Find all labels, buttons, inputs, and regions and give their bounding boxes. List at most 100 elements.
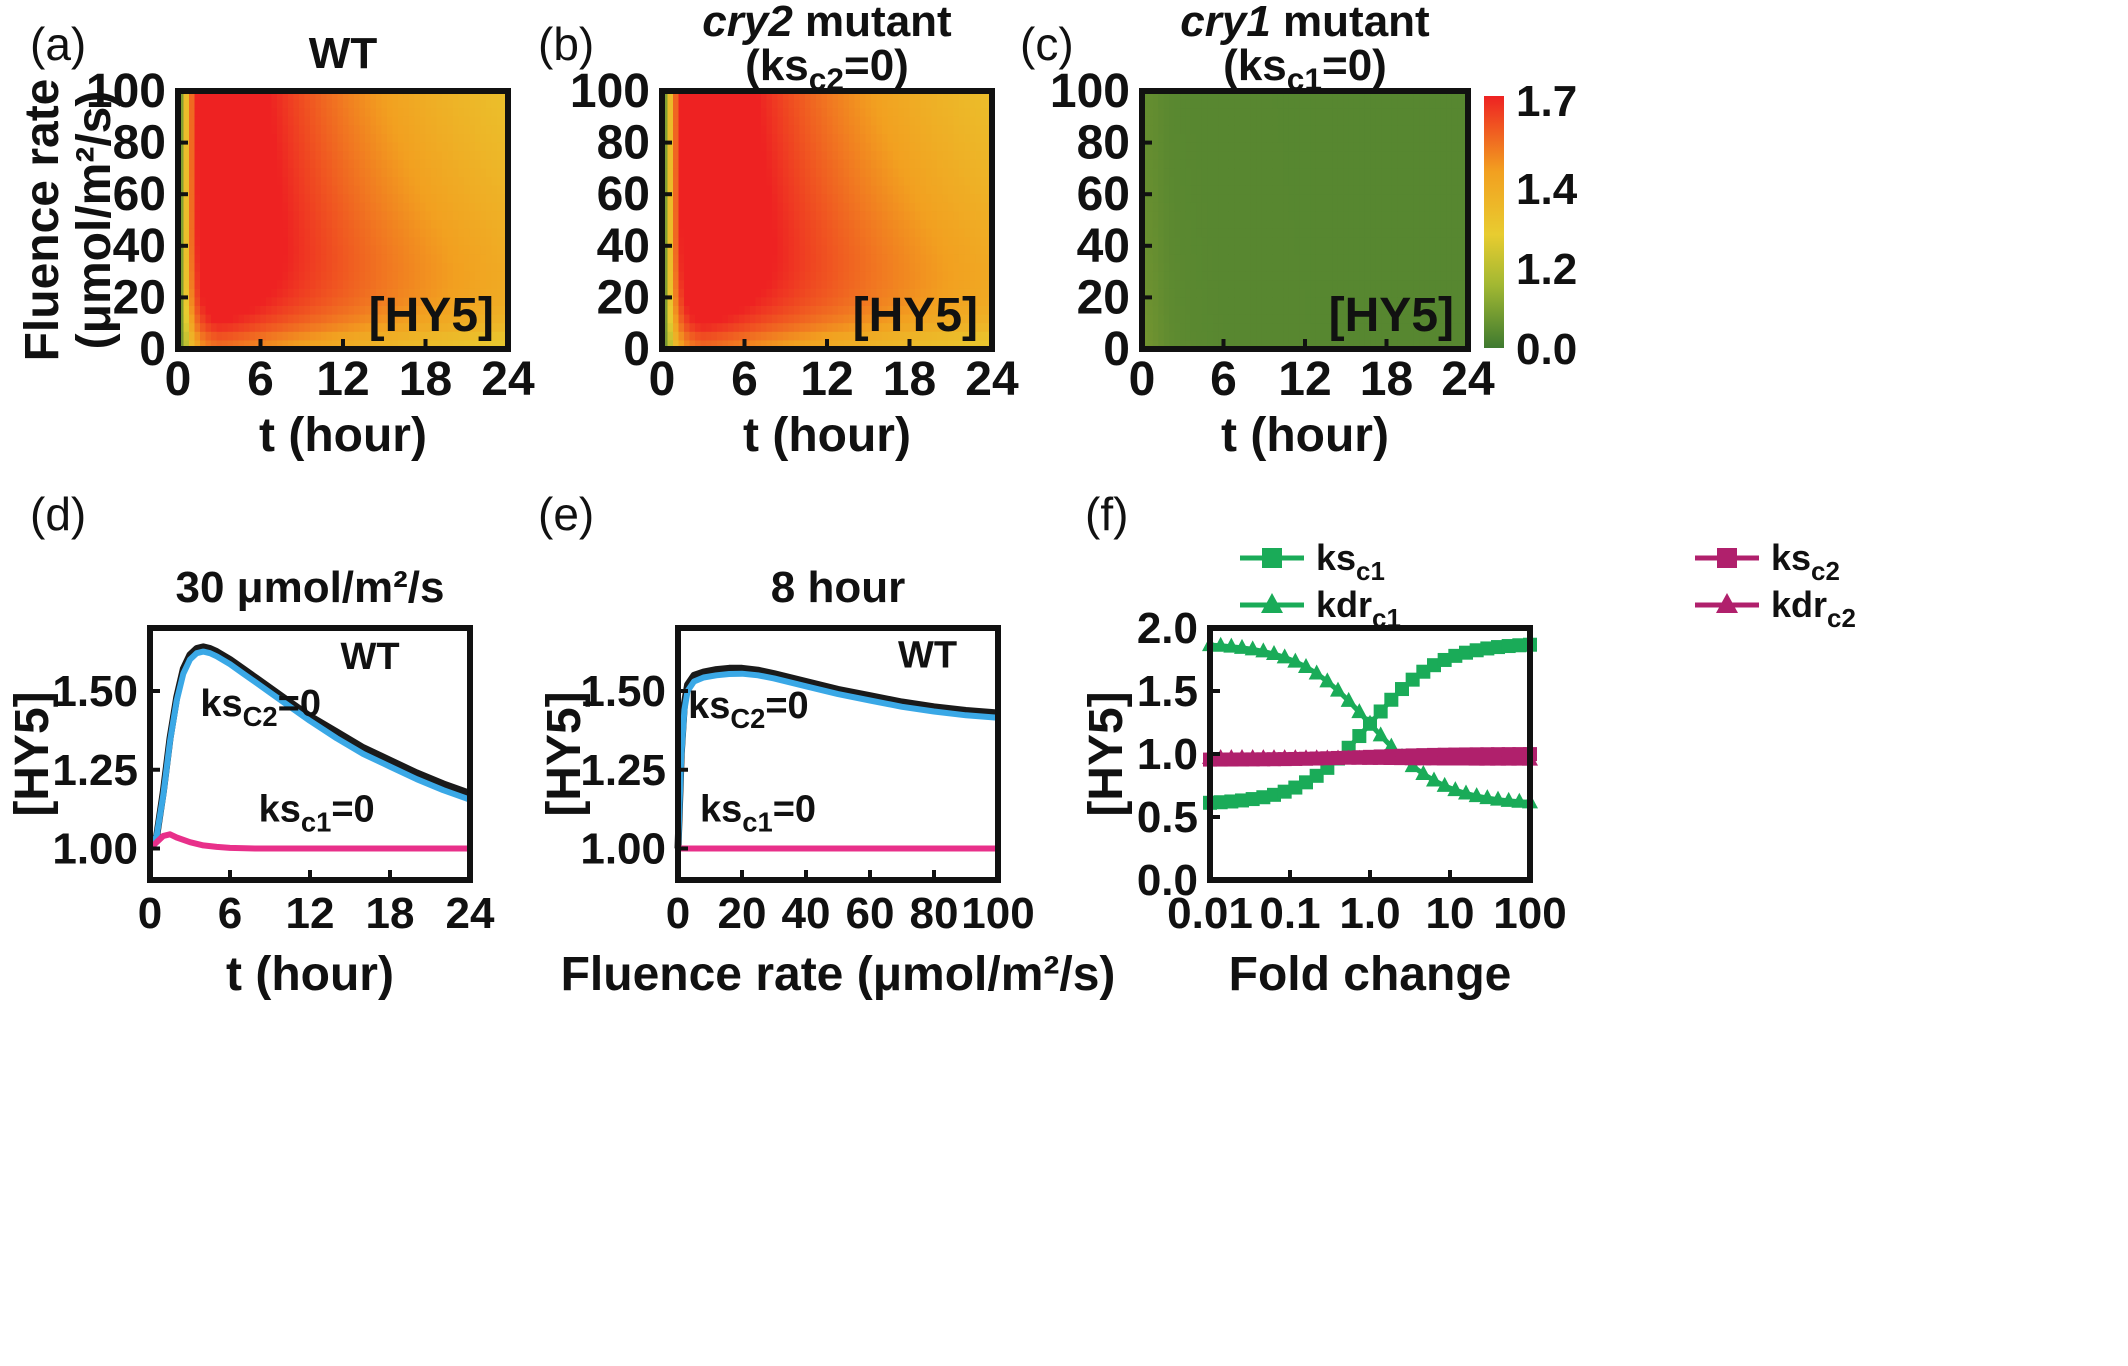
heatmap-cell — [920, 323, 927, 333]
heatmap-cell — [343, 297, 350, 307]
heatmap-cell — [491, 237, 498, 247]
heatmap-cell — [403, 108, 410, 118]
heatmap-cell — [1201, 116, 1208, 126]
heatmap-cell — [733, 237, 740, 247]
heatmap-cell — [854, 220, 861, 230]
heatmap-cell — [788, 314, 795, 324]
heatmap-cell — [233, 177, 240, 187]
heatmap-cell — [959, 116, 966, 126]
heatmap-cell — [882, 314, 889, 324]
heatmap-cell — [783, 340, 790, 350]
heatmap-cell — [1185, 237, 1192, 247]
heatmap-cell — [233, 323, 240, 333]
heatmap-cell — [491, 306, 498, 316]
heatmap-cell — [381, 91, 388, 101]
heatmap-cell — [832, 220, 839, 230]
heatmap-cell — [255, 116, 262, 126]
heatmap-cell — [832, 237, 839, 247]
heatmap-cell — [1207, 168, 1214, 178]
heatmap-cell — [1250, 271, 1257, 281]
heatmap-cell — [266, 237, 273, 247]
heatmap-cell — [805, 288, 812, 298]
heatmap-cell — [970, 271, 977, 281]
heatmap-cell — [354, 134, 361, 144]
heatmap-cell — [964, 297, 971, 307]
heatmap-cell — [238, 177, 245, 187]
heatmap-cell — [882, 91, 889, 101]
heatmap-cell — [205, 142, 212, 152]
heatmap-cell — [304, 202, 311, 212]
heatmap-cell — [1381, 237, 1388, 247]
heatmap-cell — [975, 254, 982, 264]
heatmap-cell — [678, 194, 685, 204]
heatmap-cell — [321, 142, 328, 152]
heatmap-cell — [1310, 314, 1317, 324]
heatmap-cell — [431, 297, 438, 307]
heatmap-cell — [1239, 194, 1246, 204]
heatmap-cell — [354, 237, 361, 247]
heatmap-cell — [1326, 220, 1333, 230]
heatmap-cell — [970, 220, 977, 230]
heatmap-cell — [1190, 202, 1197, 212]
heatmap-cell — [970, 108, 977, 118]
heatmap-cell — [249, 220, 256, 230]
heatmap-cell — [805, 159, 812, 169]
heatmap-cell — [392, 263, 399, 273]
heatmap-cell — [266, 228, 273, 238]
heatmap-cell — [1321, 280, 1328, 290]
heatmap-cell — [1256, 168, 1263, 178]
heatmap-cell — [1239, 151, 1246, 161]
heatmap-cell — [827, 116, 834, 126]
heatmap-cell — [1185, 220, 1192, 230]
heatmap-cell — [1196, 288, 1203, 298]
heatmap-cell — [860, 211, 867, 221]
heatmap-cell — [233, 288, 240, 298]
heatmap-cell — [321, 159, 328, 169]
heatmap-cell — [893, 185, 900, 195]
heatmap-cell — [876, 245, 883, 255]
heatmap-cell — [222, 185, 229, 195]
heatmap-cell — [799, 185, 806, 195]
heatmap-cell — [178, 211, 185, 221]
heatmap-cell — [838, 331, 845, 341]
heatmap-cell — [392, 323, 399, 333]
heatmap-cell — [304, 151, 311, 161]
heatmap-cell — [337, 177, 344, 187]
heatmap-cell — [354, 194, 361, 204]
heatmap-cell — [299, 177, 306, 187]
heatmap-cell — [794, 297, 801, 307]
heatmap-cell — [288, 306, 295, 316]
heatmap-cell — [282, 280, 289, 290]
heatmap-cell — [299, 254, 306, 264]
heatmap-cell — [860, 297, 867, 307]
heatmap-cell — [1142, 142, 1149, 152]
heatmap-cell — [1158, 254, 1165, 264]
heatmap-cell — [238, 288, 245, 298]
heatmap-cell — [304, 297, 311, 307]
heatmap-cell — [1294, 151, 1301, 161]
heatmap-cell — [794, 125, 801, 135]
heatmap-cell — [794, 108, 801, 118]
heatmap-cell — [348, 314, 355, 324]
heatmap-cell — [1299, 142, 1306, 152]
heatmap-cell — [816, 168, 823, 178]
heatmap-cell — [788, 331, 795, 341]
heatmap-cell — [1326, 125, 1333, 135]
heatmap-cell — [381, 151, 388, 161]
heatmap-cell — [1228, 331, 1235, 341]
heatmap-cell — [255, 134, 262, 144]
heatmap-cell — [761, 142, 768, 152]
heatmap-cell — [453, 228, 460, 238]
heatmap-cell — [843, 288, 850, 298]
heatmap-cell — [810, 306, 817, 316]
heatmap-cell — [249, 211, 256, 221]
heatmap-cell — [882, 202, 889, 212]
heatmap-cell — [1299, 331, 1306, 341]
y-tick-label: 20 — [113, 271, 166, 324]
heatmap-cell — [442, 168, 449, 178]
heatmap-cell — [728, 116, 735, 126]
heatmap-cell — [403, 306, 410, 316]
heatmap-cell — [975, 263, 982, 273]
heatmap-cell — [409, 297, 416, 307]
heatmap-cell — [1196, 254, 1203, 264]
